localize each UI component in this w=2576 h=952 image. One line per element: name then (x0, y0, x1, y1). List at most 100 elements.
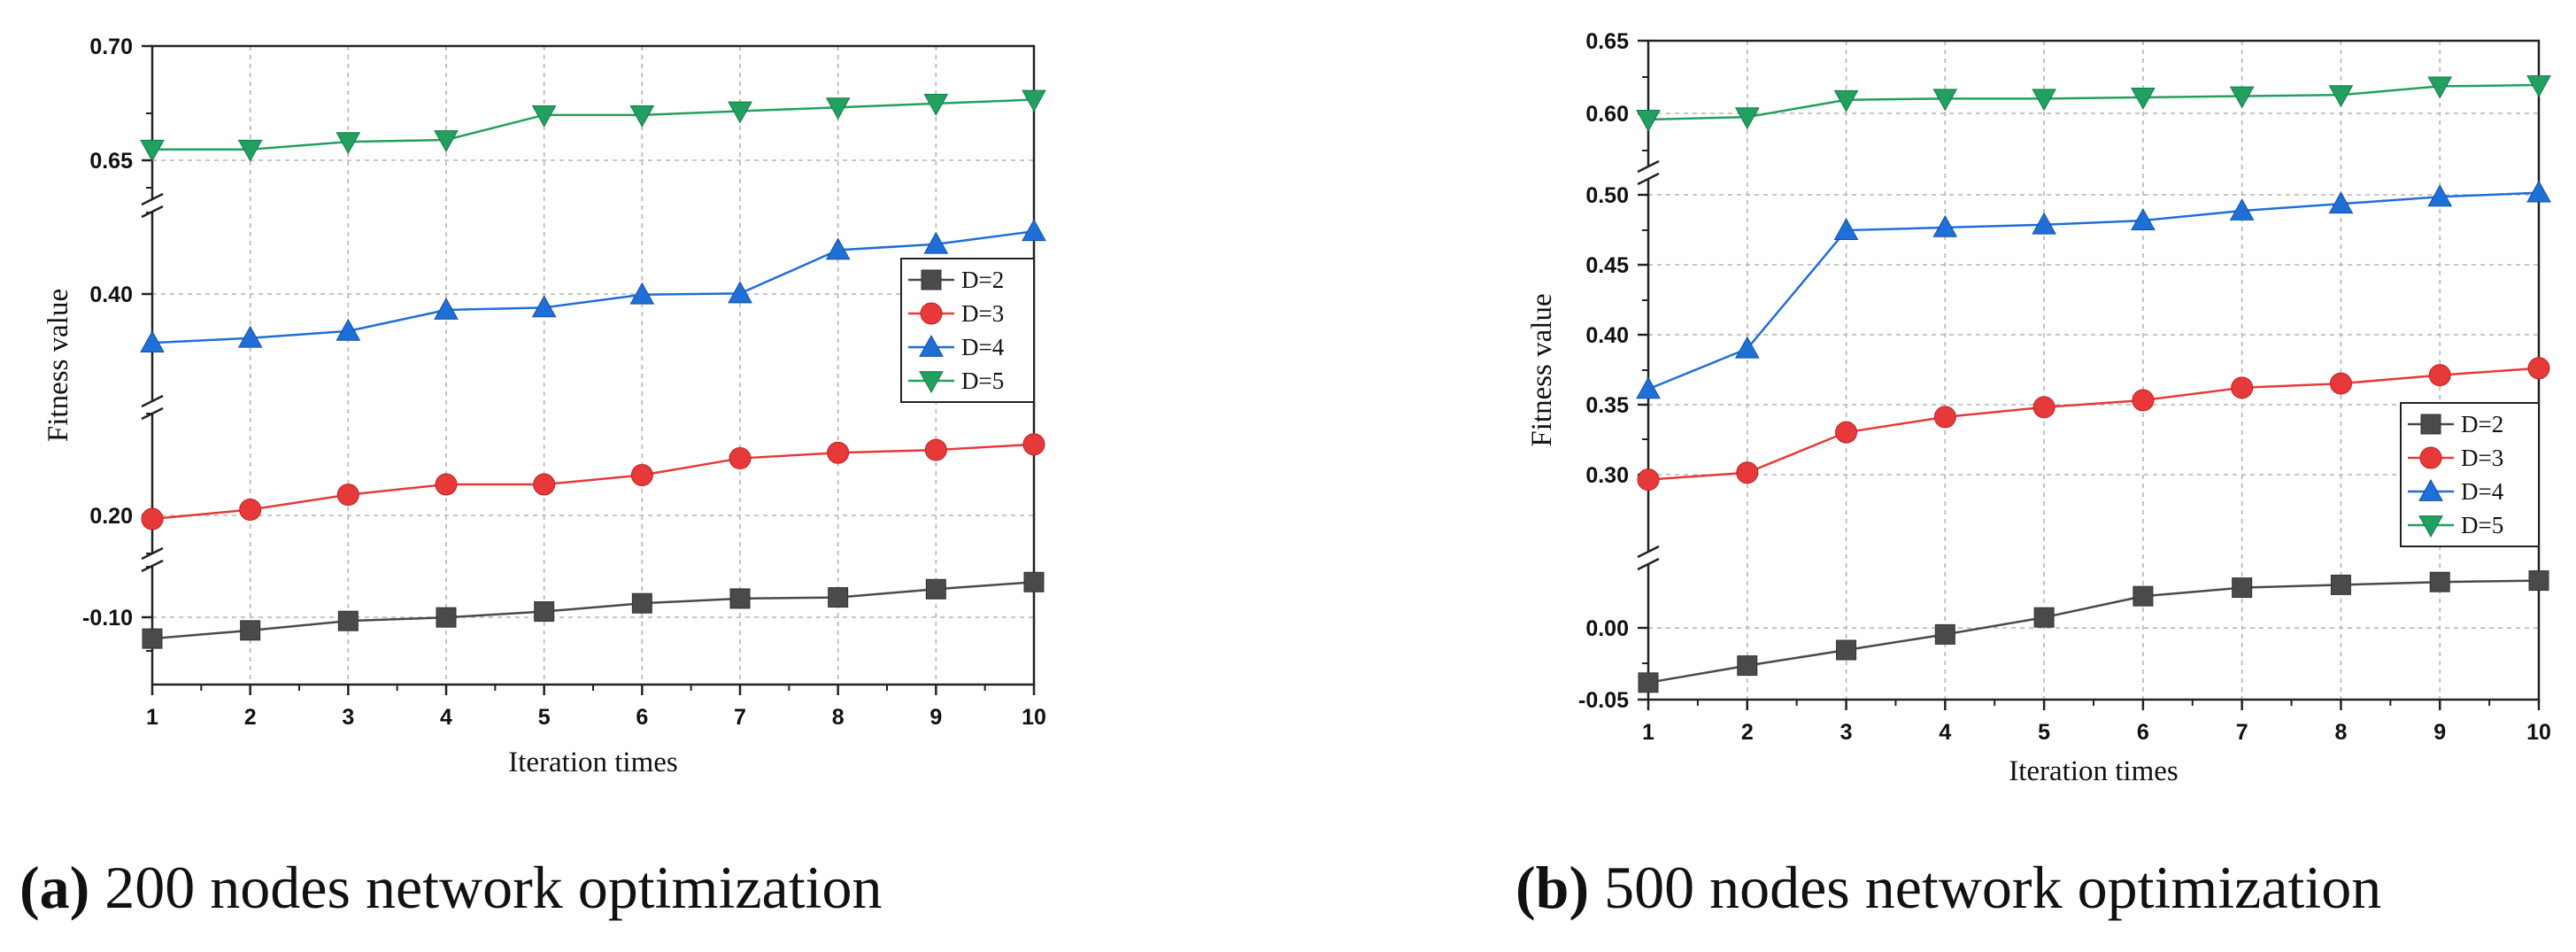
caption-a-letter: (a) (19, 854, 90, 921)
chart-b-x-axis-label: Iteration times (2009, 755, 2179, 787)
chart-b-x-tick-label: 5 (2038, 720, 2050, 745)
chart-b-series-D4 (1636, 180, 2551, 399)
chart-b-x-tick-label: 1 (1642, 720, 1654, 745)
chart-b-legend-marker (2419, 446, 2442, 469)
chart-a-series-line (151, 443, 1035, 521)
chart-b-data-point (2528, 570, 2549, 592)
chart-b-data-point (1934, 623, 1955, 645)
chart-a-data-point (828, 587, 849, 608)
chart-a-data-point (533, 473, 556, 496)
chart-a-data-point (531, 104, 557, 128)
caption-b-letter: (b) (1516, 854, 1590, 921)
chart-a-data-point (629, 282, 655, 305)
chart-a-series-D2 (142, 571, 1045, 649)
chart-a-data-point (1022, 89, 1046, 112)
chart-b-series-line (1647, 191, 2540, 391)
chart-b-data-point (1932, 89, 1958, 112)
chart-a-data-point (728, 281, 752, 304)
chart-b-data-point (2427, 184, 2453, 207)
chart-a-axis-break-gap (140, 401, 165, 414)
chart-b-data-point (2428, 364, 2451, 387)
chart-b-data-point (2032, 212, 2056, 235)
chart-b-data-point (2232, 577, 2253, 599)
chart-a-y-tick-label: 0.20 (89, 504, 133, 529)
chart-a-axis-break-mark (141, 192, 164, 206)
chart-b-y-tick-label: 0.40 (1585, 323, 1629, 348)
chart-a-data-point (434, 130, 459, 152)
chart-b-x-tick-label: 10 (2526, 720, 2551, 745)
caption-b: (b) 500 nodes network optimization (1516, 857, 2381, 917)
chart-a-x-axis-label: Iteration times (508, 747, 678, 778)
chart-b-series-line (1647, 83, 2540, 121)
chart-a-y-axis-label: Fitness value (42, 289, 74, 442)
chart-b-data-point (1836, 639, 1857, 661)
chart-a-data-point (237, 325, 263, 348)
chart-b-axis-break-mark (1637, 172, 1660, 186)
chart-a-data-point (630, 464, 653, 487)
chart-a-y-tick-label: 0.65 (89, 149, 133, 174)
chart-b-data-point (2526, 75, 2551, 98)
chart-a-axis-break-mark (141, 394, 164, 408)
chart-b-y-tick-label: 0.35 (1585, 393, 1629, 418)
chart-b-data-point (2427, 76, 2453, 99)
chart-a-legend-marker (921, 269, 942, 290)
chart-a-plot-area (152, 46, 1034, 685)
chart-b-data-point (2429, 571, 2450, 592)
chart-b-legend: D=2 D=3 D=4 D=5 (2400, 402, 2540, 547)
chart-a-data-point (336, 484, 359, 507)
chart-b-data-point (1737, 655, 1758, 677)
chart-b-x-tick-label: 7 (2236, 720, 2248, 745)
chart-b-data-point (2032, 89, 2056, 112)
chart-b-data-point (2330, 574, 2351, 595)
chart-b-series-D5 (1636, 75, 2551, 132)
chart-a-legend: D=2 D=3 D=4 D=5 (900, 258, 1035, 403)
chart-b-data-point (2526, 180, 2551, 203)
chart-a-data-point (140, 139, 165, 162)
caption-b-text: 500 nodes network optimization (1589, 854, 2382, 921)
chart-a-data-point (827, 441, 850, 464)
chart-b-legend-marker (2418, 478, 2443, 501)
chart-a-data-point (1023, 571, 1045, 592)
chart-a-data-point (141, 507, 164, 530)
chart-b-data-point (2328, 191, 2354, 214)
chart-a-legend-label: D=2 (961, 267, 1004, 293)
chart-b-y-tick-label: 0.60 (1585, 102, 1629, 127)
chart-b-data-point (1736, 461, 1759, 484)
chart-b: -0.05 0.00 0.30 0.35 0.40 0.45 0.50 0.60 0.65 1 2 3… (1526, 29, 2551, 787)
chart-b-data-point (1636, 376, 1661, 399)
chart-b-axis-break-mark (1637, 557, 1660, 571)
chart-b-axis-break-mark (1637, 545, 1660, 559)
chart-b-data-point (2229, 198, 2255, 221)
chart-b-y-tick-label: 0.30 (1585, 463, 1629, 488)
chart-b-series-D3 (1637, 357, 2550, 491)
chart-b-x-tick-label: 8 (2334, 720, 2347, 745)
chart-a-legend-label: D=4 (961, 334, 1005, 360)
chart-b-data-point (1932, 214, 1958, 237)
chart-b-x-tick-label: 2 (1741, 720, 1754, 745)
chart-a-x-tick-label: 1 (146, 705, 158, 730)
chart-a-axis-break-gap (140, 199, 165, 212)
chart-b-series-D2 (1638, 570, 2549, 693)
chart-b-x-tick-label: 9 (2433, 720, 2446, 745)
chart-a-legend-marker (920, 302, 943, 325)
chart-a-legend-label: D=5 (961, 368, 1004, 394)
chart-b-legend-label: D=5 (2461, 512, 2503, 538)
chart-a-legend-label: D=3 (961, 300, 1004, 327)
chart-a-series-D4 (140, 219, 1046, 352)
chart-a-series-line (152, 98, 1035, 151)
chart-b-data-point (1636, 110, 1661, 132)
chart-b-data-point (2229, 86, 2255, 109)
chart-b-y-axis-label: Fitness value (1526, 293, 1558, 446)
chart-b-y-tick-label: 0.50 (1585, 183, 1629, 208)
chart-a-series-D3 (141, 433, 1045, 530)
chart-a-series-D5 (140, 89, 1046, 162)
chart-a-series-line (151, 581, 1035, 640)
chart-a-data-point (534, 601, 555, 623)
chart-a-data-point (729, 447, 752, 470)
chart-a-data-point (1022, 433, 1045, 456)
chart-b-data-point (1833, 218, 1859, 240)
chart-a-axis-break-gap (140, 553, 165, 566)
chart-b-legend-marker (2418, 515, 2443, 538)
chart-b-x-tick-label: 4 (1939, 720, 1951, 745)
